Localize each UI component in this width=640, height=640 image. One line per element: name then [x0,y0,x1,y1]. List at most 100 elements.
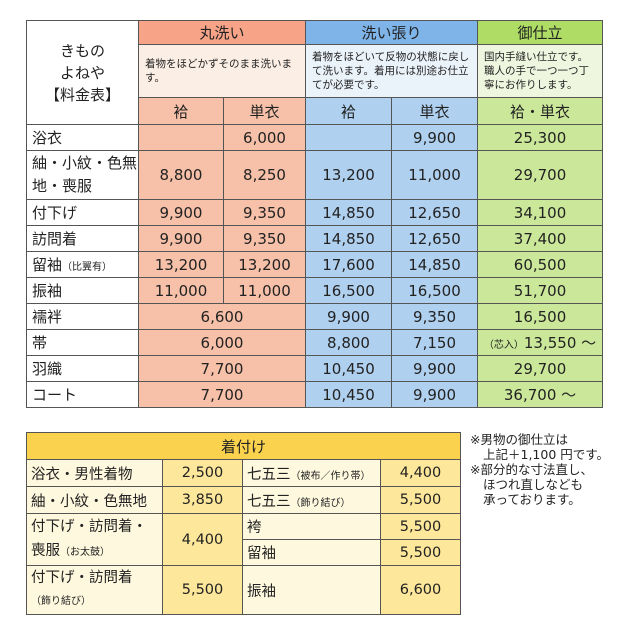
price-cell: 9,900 [138,225,224,252]
title-line-3: 【料金表】 [44,85,120,104]
note-line: ほつれ直しなども [483,477,584,492]
note-line: 上記＋1,100 円です。 [483,447,610,462]
note-line: 承っております。 [483,492,581,507]
item-note: （比翼有） [62,262,113,273]
note-line: ※男物の御仕立は [470,432,568,447]
item-name: 留袖 [242,539,381,566]
item-name-text: 七五三 [247,493,291,510]
table-row: 浴衣・男性着物 2,500 七五三（被布／作り帯） 4,400 [26,459,462,487]
price-cell: 25,300 [477,124,604,151]
price-cell: 9,900 [138,199,224,226]
table-row: 振袖 11,000 11,000 16,500 16,500 51,700 [26,277,604,304]
price-cell: （芯入）13,550 ～ [477,329,604,356]
item-name: 浴衣・男性着物 [26,459,163,487]
price-cell: 5,500 [379,486,462,514]
desc-hari: 着物をほどいて反物の状態に戻して洗います。着用には別途お仕立てが必要です。 [305,44,479,98]
price-cell: 10,450 [305,381,393,408]
item-name: 羽織 [26,355,139,382]
price-cell: 60,500 [477,251,604,278]
item-name: 帯 [26,329,139,356]
notes: ※男物の御仕立は 上記＋1,100 円です。 ※部分的な寸法直し、 ほつれ直しな… [470,432,640,507]
item-name: 襦袢 [26,303,139,330]
title-line-2: よねや [59,63,105,82]
price-cell: 51,700 [477,277,604,304]
price-cell: 5,500 [379,513,462,540]
price-cell: 11,000 [138,277,224,304]
price-cell: 14,850 [391,251,479,278]
table-row: 留袖 5,500 [27,539,462,566]
item-name: 紬・小紋・色無地・喪服 [26,150,139,200]
item-name-text: 留袖 [32,256,63,274]
table-row: 帯 6,000 8,800 7,150 （芯入）13,550 ～ [26,329,604,356]
price-cell: 6,000 [137,329,307,356]
price-cell: 36,700 ～ [477,381,604,408]
price-cell: 14,850 [305,199,393,226]
price-cell: 8,800 [138,150,224,200]
price-cell: 9,900 [391,381,479,408]
desc-shitate: 国内手縫い仕立です。職人の手で一つ一つ丁寧にお作りします。 [477,44,604,98]
sub-shitate: 袷・単衣 [477,97,604,125]
price-cell [305,124,393,151]
table-row: 羽織 7,700 10,450 9,900 29,700 [26,355,604,382]
item-name-line: 付下げ・訪問着・ [31,518,147,535]
price-cell: 9,350 [222,199,307,226]
kitsuke-header: 着付け [25,432,462,460]
price-cell: 7,700 [137,381,307,408]
table-row: 襦袢 6,600 9,900 9,350 16,500 [26,303,604,330]
price-cell: 4,400 [162,513,243,566]
price-cell: 9,900 [391,124,479,151]
item-note: （飾り結び） [31,596,91,607]
price-table: きもの よねや 【料金表】 丸洗い 洗い張り 御仕立 着物をほどかずそのまま洗い… [26,20,604,408]
price-prefix: （芯入） [483,340,524,351]
desc-maru: 着物をほどかずそのまま洗います。 [137,44,307,98]
kitsuke-table: 着付け 浴衣・男性着物 2,500 七五三（被布／作り帯） 4,400 紬・小紋… [25,432,462,615]
table-row: コート 7,700 10,450 9,900 36,700 ～ [26,381,604,408]
item-name: 振袖 [26,277,139,304]
sub-hari-hitoe: 単衣 [391,97,479,125]
price-cell: 5,500 [162,565,243,615]
price-cell: 8,800 [305,329,393,356]
note-line: ※部分的な寸法直し、 [470,462,593,477]
item-name: 付下げ・訪問着・ 喪服（お太鼓） [26,513,163,566]
item-name: 七五三（被布／作り帯） [242,459,381,487]
price-cell: 12,650 [391,199,479,226]
price-cell: 16,500 [305,277,393,304]
price-cell: 13,200 [305,150,393,200]
table-row: 紬・小紋・色無地 3,850 七五三（飾り結び） 5,500 [26,486,462,514]
price-cell: 7,700 [137,355,307,382]
header-maru: 丸洗い [137,20,307,45]
shop-title: きもの よねや 【料金表】 [26,20,139,125]
item-name: 付下げ・訪問着 （飾り結び） [26,565,163,615]
price-cell: 2,500 [162,459,243,487]
item-name: 袴 [242,513,381,540]
item-name-text: 七五三 [247,466,291,483]
item-name: 留袖（比翼有） [26,251,139,278]
price-cell: 9,900 [391,355,479,382]
item-name: 七五三（飾り結び） [242,486,381,514]
header-hari: 洗い張り [305,20,479,45]
price-cell: 11,000 [391,150,479,200]
price-cell: 17,600 [305,251,393,278]
price-cell: 29,700 [477,355,604,382]
item-name: コート [26,381,139,408]
price-cell: 9,900 [305,303,393,330]
item-note: （被布／作り帯） [290,470,371,482]
price-cell: 7,150 [391,329,479,356]
table-row: 訪問着 9,900 9,350 14,850 12,650 37,400 [26,225,604,252]
sub-maru-hitoe: 単衣 [222,97,307,125]
table-row: 留袖（比翼有） 13,200 13,200 17,600 14,850 60,5… [26,251,604,278]
item-name: 訪問着 [26,225,139,252]
price-cell: 3,850 [162,486,243,514]
item-name: 紬・小紋・色無地 [26,486,163,514]
price-cell: 6,600 [137,303,307,330]
table-row: 紬・小紋・色無地・喪服 8,800 8,250 13,200 11,000 29… [26,150,604,200]
price-cell: 16,500 [477,303,604,330]
price-cell: 11,000 [222,277,307,304]
item-note: （お太鼓） [60,546,110,558]
price-cell: 29,700 [477,150,604,200]
sub-maru-awase: 袷 [138,97,224,125]
price-cell: 8,250 [222,150,307,200]
price-cell [138,124,224,151]
item-note: （飾り結び） [290,497,351,509]
table-row: 付下げ 9,900 9,350 14,850 12,650 34,100 [26,199,604,226]
